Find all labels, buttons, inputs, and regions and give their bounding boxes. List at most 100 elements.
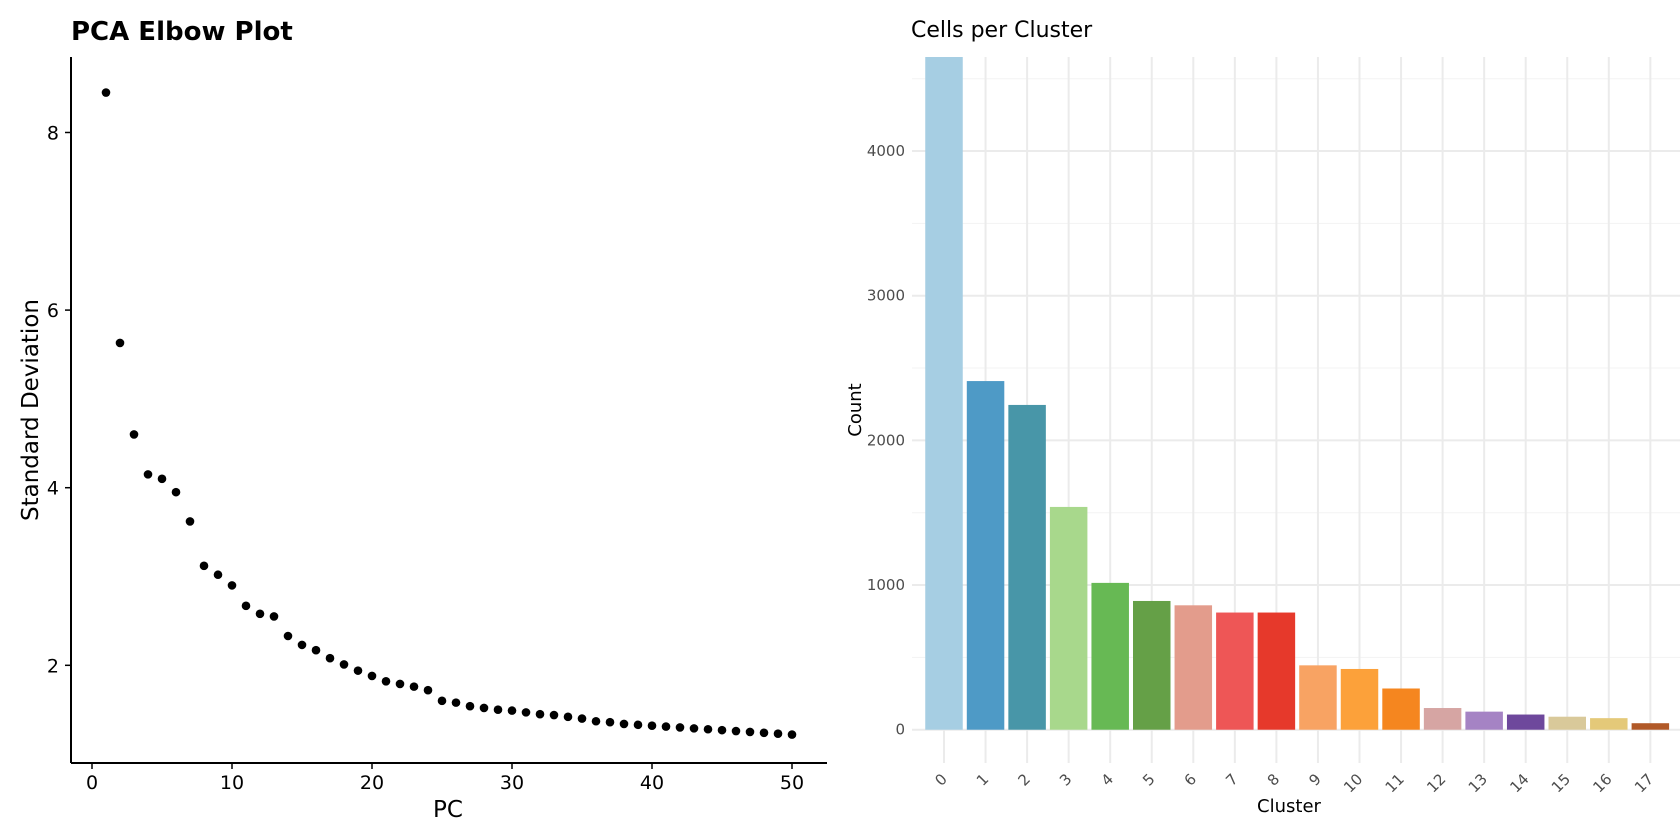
elbow-point [213, 570, 223, 580]
bar-cluster-1 [966, 381, 1005, 730]
bar-x-tick-label: 4 [1098, 770, 1117, 789]
elbow-point [129, 430, 139, 439]
bar-y-tick-label: 1000 [867, 576, 905, 594]
elbow-point [283, 631, 293, 641]
elbow-point [731, 726, 741, 736]
bar-x-tick-label: 3 [1056, 770, 1075, 789]
elbow-point [199, 561, 209, 571]
elbow-x-tick-label: 30 [500, 772, 524, 794]
elbow-point [409, 682, 419, 691]
bar-cluster-10 [1340, 668, 1379, 730]
elbow-x-tick-label: 50 [780, 772, 804, 794]
bar-cluster-17 [1631, 723, 1670, 730]
elbow-point [241, 601, 251, 611]
bar-x-tick-label: 8 [1264, 770, 1283, 789]
bar-cluster-16 [1590, 718, 1628, 730]
elbow-point [115, 338, 125, 348]
elbow-point [101, 88, 111, 97]
bar-x-tick-label: 14 [1506, 770, 1532, 796]
elbow-point [395, 679, 405, 689]
elbow-point [577, 714, 587, 723]
elbow-x-tick-label: 40 [640, 772, 664, 794]
bar-x-tick-label: 16 [1589, 770, 1615, 796]
bar-y-tick-label: 2000 [867, 431, 905, 449]
bar-x-tick-label: 13 [1465, 770, 1491, 796]
bar-x-tick-label: 7 [1222, 770, 1241, 789]
elbow-point [773, 729, 783, 738]
elbow-y-tick-label: 6 [47, 300, 59, 322]
elbow-point [339, 660, 349, 669]
bar-cluster-13 [1465, 711, 1503, 730]
bar-cluster-8 [1257, 612, 1296, 730]
elbow-point [521, 708, 531, 717]
elbow-point [745, 727, 755, 737]
bar-cluster-3 [1049, 506, 1088, 730]
bar-x-tick-label: 15 [1548, 770, 1574, 796]
elbow-y-tick-label: 8 [47, 122, 59, 144]
elbow-point [171, 487, 181, 497]
elbow-point [143, 470, 153, 479]
bar-cluster-6 [1174, 605, 1213, 730]
elbow-point [185, 517, 195, 526]
bar-cluster-15 [1548, 716, 1586, 730]
elbow-point [437, 696, 447, 706]
elbow-point [563, 712, 573, 722]
elbow-point [535, 709, 545, 719]
elbow-point [297, 640, 307, 650]
bar-x-tick-label: 0 [931, 770, 950, 789]
elbow-point [717, 725, 727, 735]
bar-cluster-14 [1506, 714, 1545, 730]
elbow-points [101, 88, 797, 739]
bar-cluster-11 [1382, 688, 1420, 730]
elbow-title: PCA Elbow Plot [71, 17, 293, 47]
elbow-point [479, 703, 489, 713]
elbow-point [703, 724, 713, 734]
bar-x-tick-label: 17 [1631, 770, 1657, 796]
bar-x-tick-label: 1 [973, 770, 992, 789]
bar-cluster-12 [1423, 708, 1462, 730]
elbow-point [619, 719, 629, 729]
elbow-x-tick-label: 10 [220, 772, 244, 794]
bar-y-tick-label: 0 [895, 721, 905, 739]
elbow-point [367, 671, 377, 681]
elbow-point [759, 728, 769, 738]
pca-elbow-panel: PCA Elbow Plot 0 10 20 30 40 50 2 4 6 8 PC Standa… [18, 17, 827, 823]
bar-cluster-7 [1216, 612, 1254, 730]
elbow-y-tick-label: 4 [47, 478, 59, 500]
bar-x-tick-label: 11 [1382, 770, 1408, 796]
bar-series [925, 57, 1670, 730]
elbow-point [591, 716, 601, 726]
bar-cluster-0 [925, 57, 963, 730]
bar-cluster-4 [1091, 582, 1129, 730]
bar-x-tick-label: 9 [1305, 770, 1324, 789]
elbow-point [787, 730, 797, 739]
bar-y-tick-label: 3000 [867, 287, 905, 305]
elbow-point [227, 581, 237, 590]
bar-x-tick-label: 10 [1340, 770, 1366, 796]
bar-x-tick-label: 2 [1014, 770, 1033, 789]
elbow-point [311, 645, 321, 655]
elbow-point [381, 676, 391, 686]
elbow-point [675, 723, 685, 732]
elbow-point [269, 612, 279, 621]
elbow-point [157, 474, 167, 484]
bar-cluster-5 [1133, 600, 1171, 730]
elbow-x-label: PC [433, 797, 463, 823]
elbow-point [465, 701, 475, 711]
elbow-point [255, 609, 265, 619]
elbow-x-tick-label: 20 [360, 772, 384, 794]
elbow-point [661, 722, 671, 731]
elbow-x-tick-label: 0 [86, 772, 98, 794]
bar-y-tick-label: 4000 [867, 142, 905, 160]
bar-x-tick-label: 12 [1423, 770, 1449, 796]
elbow-y-tick-label: 2 [47, 655, 59, 677]
bar-title: Cells per Cluster [911, 18, 1093, 43]
elbow-point [423, 685, 433, 695]
elbow-point [633, 720, 643, 730]
elbow-point [353, 666, 363, 675]
bar-x-label: Cluster [1257, 796, 1321, 817]
bar-cluster-9 [1299, 665, 1337, 730]
